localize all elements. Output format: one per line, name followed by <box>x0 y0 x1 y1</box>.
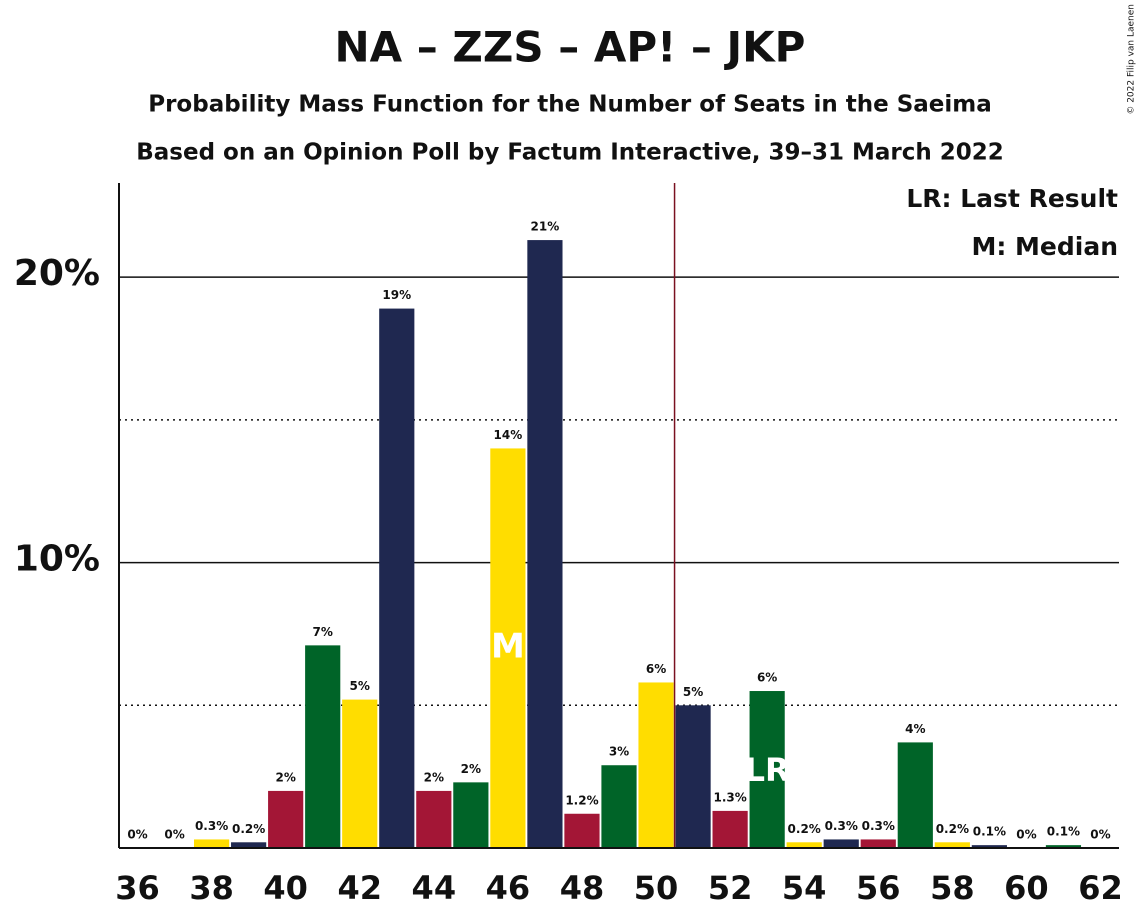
x-tick-label: 56 <box>856 869 901 907</box>
y-tick-label: 10% <box>14 539 100 580</box>
value-label: 0% <box>127 828 147 842</box>
bar <box>416 790 452 848</box>
bar <box>305 645 341 848</box>
bar <box>749 691 785 848</box>
bar <box>860 839 896 848</box>
x-tick-label: 36 <box>115 869 160 907</box>
bar <box>527 240 563 848</box>
x-tick-label: 40 <box>263 869 308 907</box>
value-label: 0% <box>1090 828 1110 842</box>
x-tick-label: 46 <box>486 869 531 907</box>
bar <box>453 782 489 848</box>
value-label: 4% <box>905 722 925 736</box>
x-tick-label: 48 <box>560 869 605 907</box>
chart-subtitle: Probability Mass Function for the Number… <box>148 92 992 118</box>
value-label: 19% <box>382 288 411 302</box>
value-label: 14% <box>494 428 523 442</box>
value-label: 0% <box>164 828 184 842</box>
value-label: 5% <box>350 679 370 693</box>
value-label: 1.2% <box>565 793 598 807</box>
value-label: 0.3% <box>195 819 228 833</box>
x-tick-label: 44 <box>412 869 457 907</box>
bar <box>268 790 304 848</box>
bar <box>897 742 933 848</box>
value-label: 6% <box>757 671 777 685</box>
bar <box>564 813 600 848</box>
x-tick-label: 58 <box>930 869 975 907</box>
chart-title: NA – ZZS – AP! – JKP <box>335 23 806 72</box>
bar <box>1045 845 1082 848</box>
y-tick-label: 20% <box>14 253 100 294</box>
legend-entry: M: Median <box>971 232 1118 261</box>
x-tick-label: 62 <box>1078 869 1123 907</box>
bar <box>601 765 637 848</box>
last-result-marker: LR <box>745 751 790 789</box>
value-label: 0.2% <box>788 822 821 836</box>
value-label: 0.1% <box>1047 825 1080 839</box>
bar <box>712 810 748 848</box>
bar <box>675 705 711 848</box>
x-tick-label: 38 <box>189 869 234 907</box>
bar <box>231 842 267 848</box>
value-label: 2% <box>461 762 481 776</box>
legend-entry: LR: Last Result <box>906 184 1118 213</box>
x-tick-label: 50 <box>634 869 679 907</box>
copyright: © 2022 Filip van Laenen <box>1127 4 1137 115</box>
bar <box>971 845 1007 848</box>
value-label: 5% <box>683 685 703 699</box>
value-label: 0.3% <box>862 819 895 833</box>
value-label: 0.1% <box>973 825 1006 839</box>
x-tick-label: 60 <box>1004 869 1049 907</box>
value-label: 0.3% <box>825 819 858 833</box>
value-label: 0% <box>1016 828 1036 842</box>
bar <box>823 839 859 848</box>
value-label: 3% <box>609 745 629 759</box>
value-label: 21% <box>531 220 560 234</box>
bar <box>934 842 970 848</box>
bar <box>194 839 230 848</box>
x-tick-label: 54 <box>782 869 827 907</box>
bar <box>490 448 526 848</box>
value-label: 7% <box>313 625 333 639</box>
median-marker: M <box>491 627 525 667</box>
bar <box>786 842 822 848</box>
x-tick-label: 42 <box>337 869 382 907</box>
bar <box>342 699 378 848</box>
bar <box>638 682 674 848</box>
value-label: 2% <box>424 770 444 784</box>
x-tick-label: 52 <box>708 869 753 907</box>
value-label: 2% <box>275 770 295 784</box>
chart-subtitle: Based on an Opinion Poll by Factum Inter… <box>136 140 1004 166</box>
bar <box>379 308 415 848</box>
value-label: 0.2% <box>936 822 969 836</box>
value-label: 0.2% <box>232 822 265 836</box>
value-label: 1.3% <box>713 790 746 804</box>
value-label: 6% <box>646 662 666 676</box>
